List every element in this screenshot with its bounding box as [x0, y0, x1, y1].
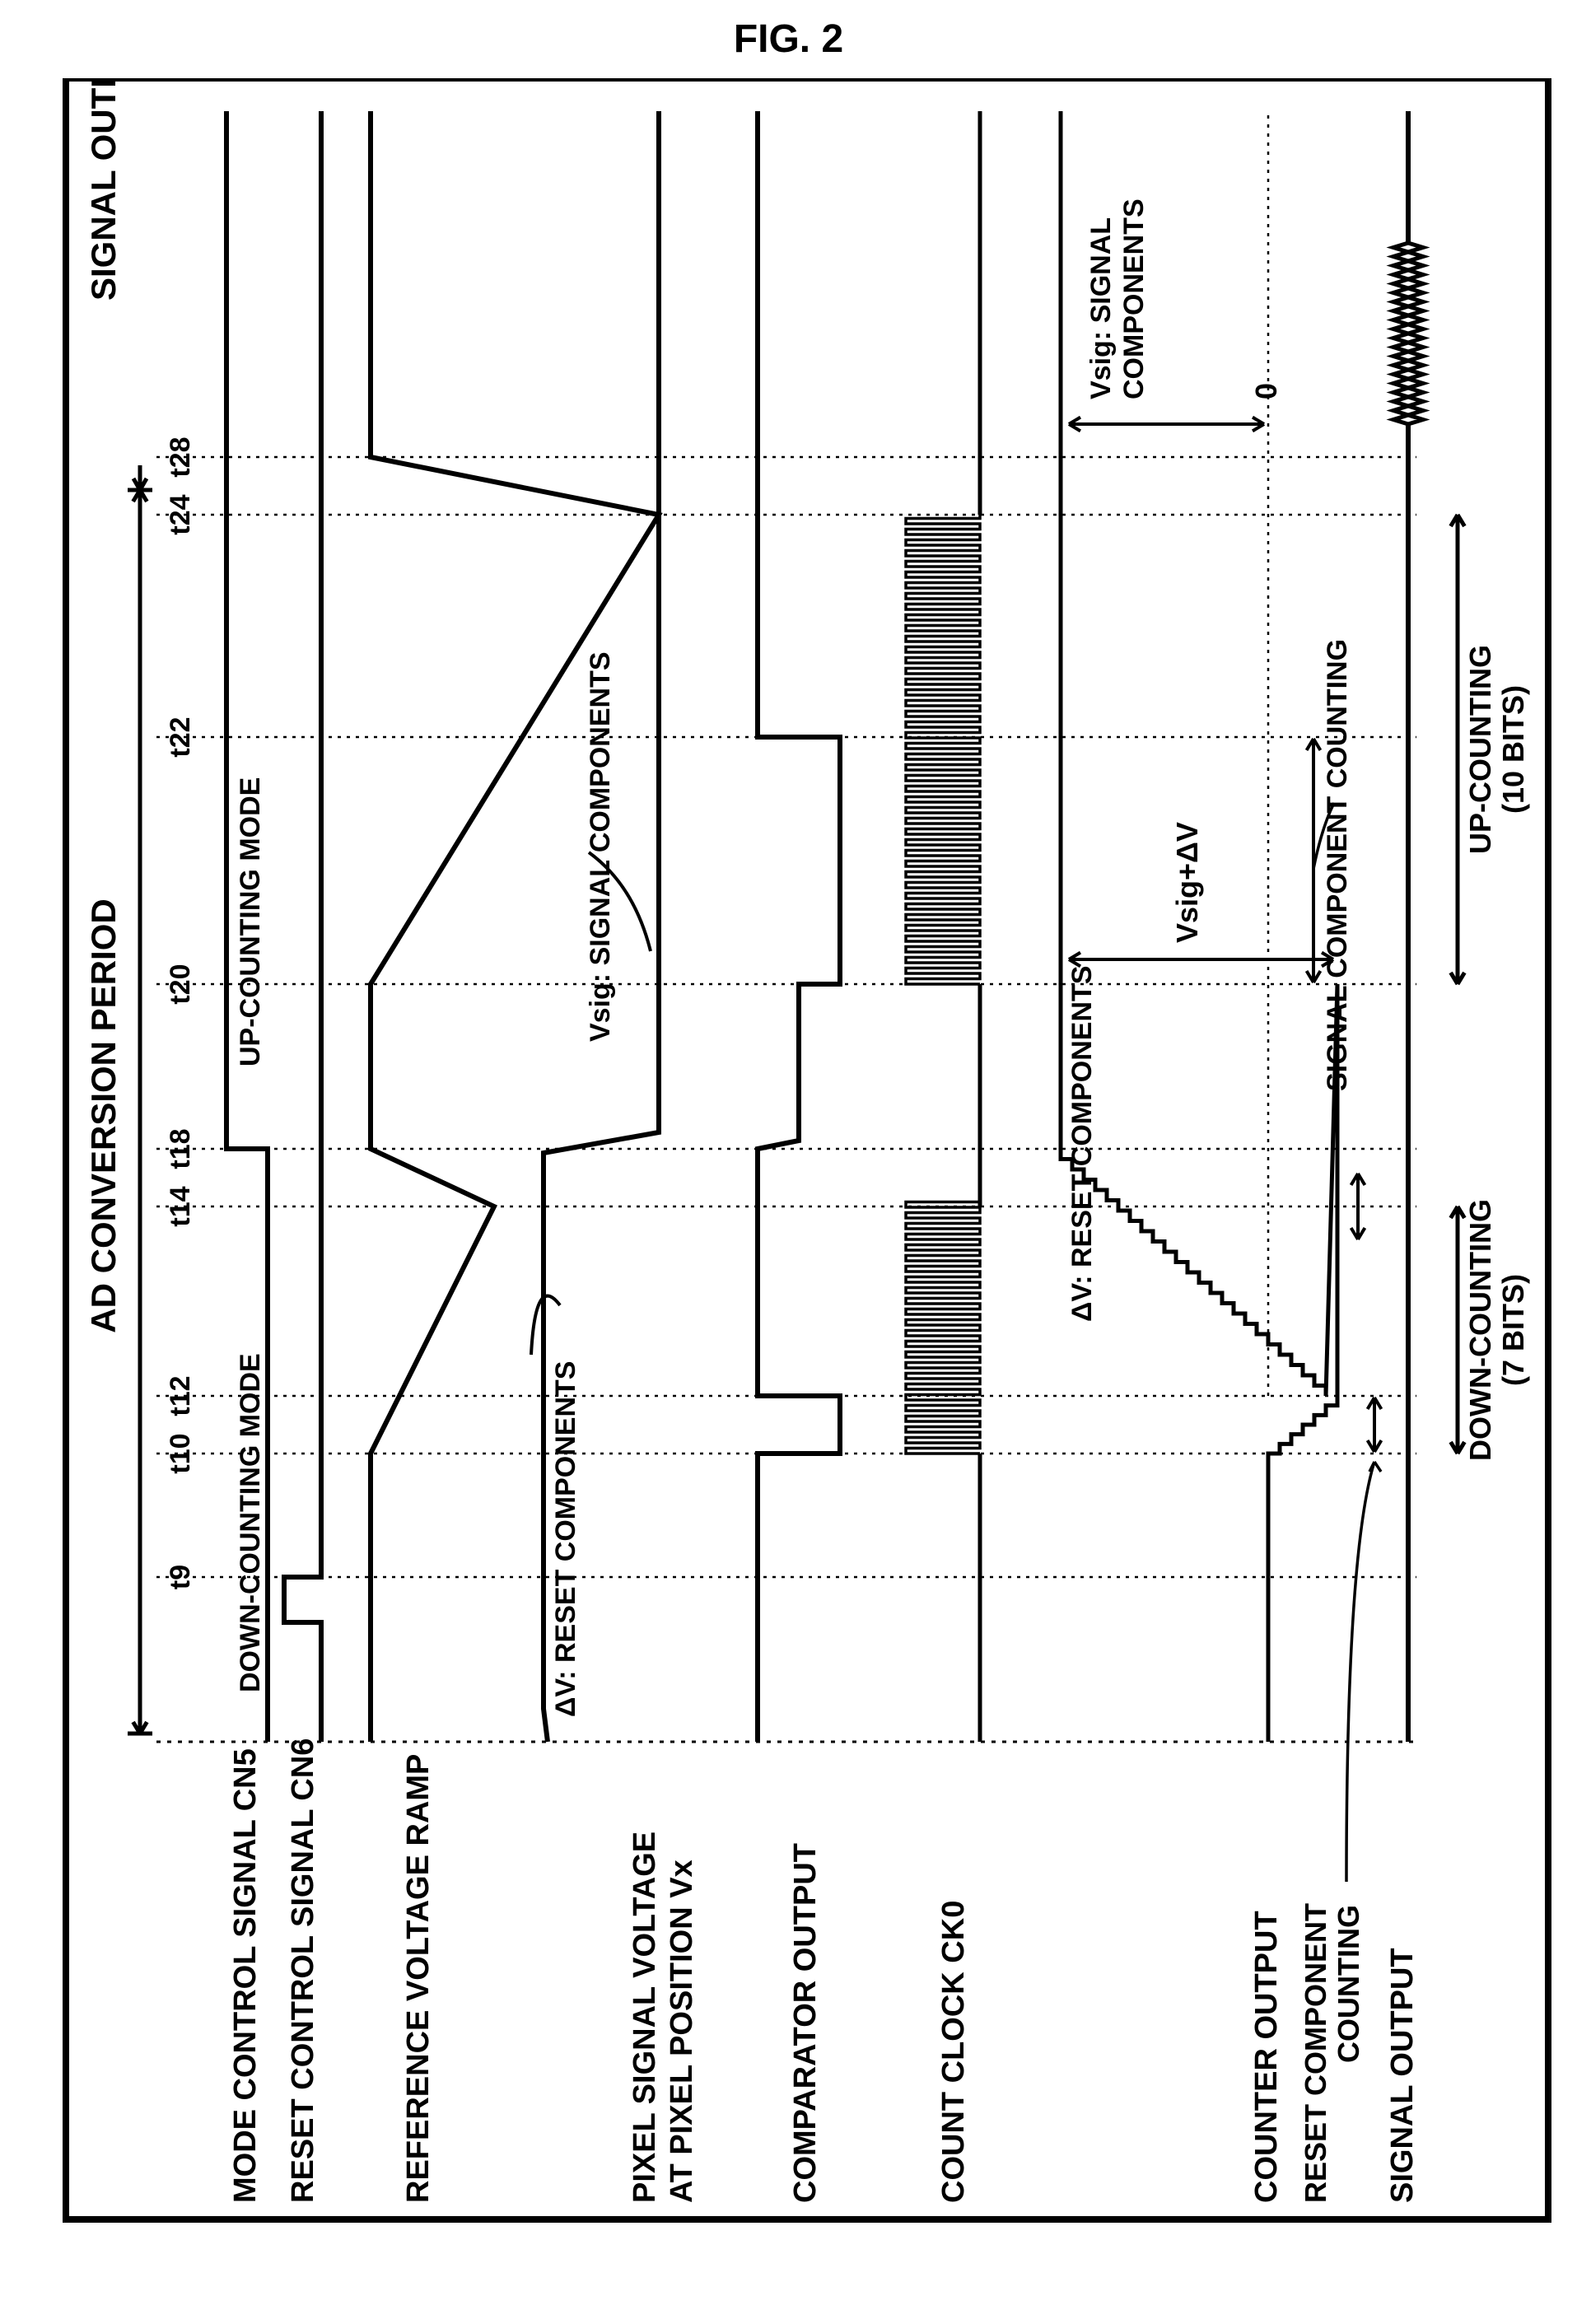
svg-text:SIGNAL OUTPUT: SIGNAL OUTPUT: [1385, 1948, 1420, 2203]
svg-text:DOWN-COUNTING: DOWN-COUNTING: [1463, 1199, 1497, 1461]
svg-text:t28: t28: [165, 436, 196, 477]
svg-text:UP-COUNTING: UP-COUNTING: [1463, 645, 1497, 854]
svg-text:0: 0: [1249, 383, 1283, 399]
svg-text:PIXEL SIGNAL VOLTAGE: PIXEL SIGNAL VOLTAGE: [628, 1832, 662, 2203]
svg-text:ΔV: RESET COMPONENTS: ΔV: RESET COMPONENTS: [550, 1361, 581, 1718]
svg-text:SIGNAL COMPONENT COUNTING: SIGNAL COMPONENT COUNTING: [1322, 639, 1353, 1091]
svg-text:RESET COMPONENT: RESET COMPONENT: [1299, 1903, 1332, 2203]
svg-text:ΔV: RESET COMPONENTS: ΔV: RESET COMPONENTS: [1066, 966, 1098, 1323]
svg-text:COUNT CLOCK CK0: COUNT CLOCK CK0: [936, 1901, 971, 2203]
svg-text:t9: t9: [165, 1565, 196, 1589]
svg-text:t14: t14: [165, 1186, 196, 1226]
svg-text:AD CONVERSION PERIOD: AD CONVERSION PERIOD: [84, 898, 123, 1332]
svg-text:AT PIXEL POSITION Vx: AT PIXEL POSITION Vx: [665, 1860, 699, 2203]
svg-text:t20: t20: [165, 964, 196, 1004]
svg-text:RESET CONTROL SIGNAL CN6: RESET CONTROL SIGNAL CN6: [286, 1738, 320, 2203]
timing-diagram: AD CONVERSION PERIOD SIGNAL OUTPUT PERIOD…: [16, 78, 1577, 2302]
svg-text:UP-COUNTING MODE: UP-COUNTING MODE: [235, 777, 266, 1066]
svg-text:DOWN-COUNTING MODE: DOWN-COUNTING MODE: [235, 1353, 266, 1692]
svg-text:Vsig+ΔV: Vsig+ΔV: [1170, 822, 1204, 943]
svg-text:Vsig: SIGNAL: Vsig: SIGNAL: [1085, 217, 1117, 399]
svg-text:COUNTING: COUNTING: [1332, 1905, 1365, 2063]
svg-text:(7 BITS): (7 BITS): [1496, 1274, 1530, 1386]
svg-text:REFERENCE VOLTAGE RAMP: REFERENCE VOLTAGE RAMP: [401, 1754, 436, 2203]
svg-text:t10: t10: [165, 1433, 196, 1473]
svg-text:t18: t18: [165, 1128, 196, 1169]
svg-text:t22: t22: [165, 716, 196, 757]
svg-text:t24: t24: [165, 494, 196, 534]
svg-text:(10 BITS): (10 BITS): [1496, 685, 1530, 814]
figure-title: FIG. 2: [16, 16, 1561, 62]
svg-text:COUNTER OUTPUT: COUNTER OUTPUT: [1249, 1911, 1284, 2203]
svg-text:COMPONENTS: COMPONENTS: [1118, 198, 1150, 399]
svg-text:t12: t12: [165, 1375, 196, 1416]
svg-text:COMPARATOR OUTPUT: COMPARATOR OUTPUT: [788, 1843, 823, 2203]
svg-text:SIGNAL OUTPUT PERIOD: SIGNAL OUTPUT PERIOD: [84, 78, 123, 301]
svg-text:Vsig: SIGNAL COMPONENTS: Vsig: SIGNAL COMPONENTS: [585, 651, 616, 1042]
svg-text:MODE CONTROL SIGNAL CN5: MODE CONTROL SIGNAL CN5: [228, 1748, 263, 2203]
